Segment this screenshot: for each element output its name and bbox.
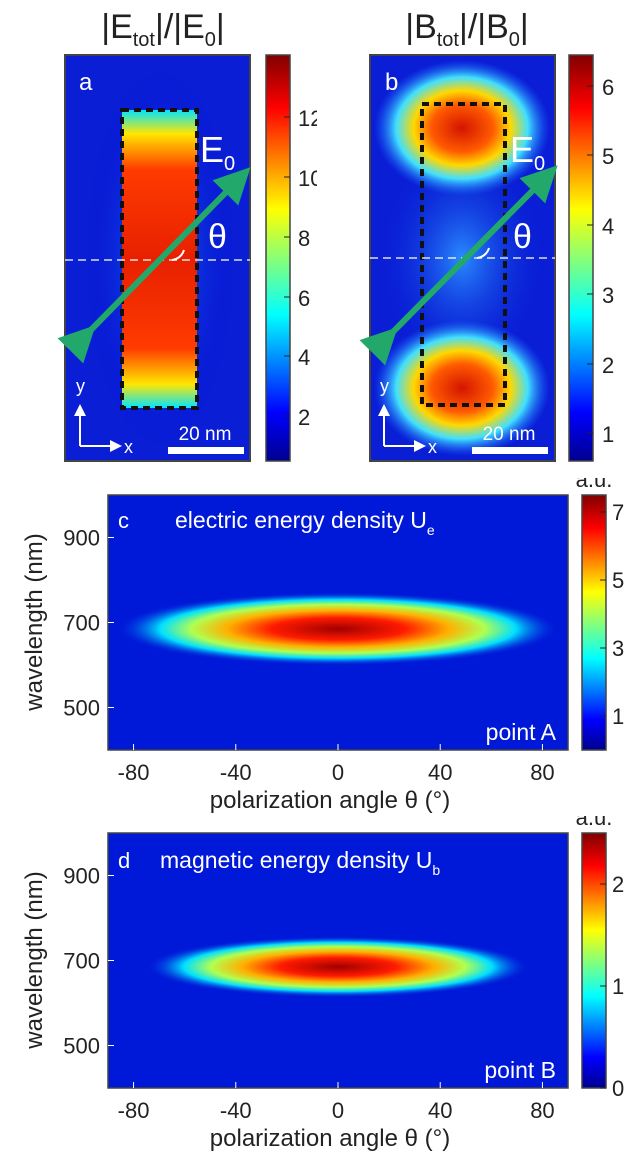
heatmap-d-xlabel: polarization angle θ (°) [210,1125,450,1152]
heatmap-d-cb-tick-label: 2 [612,872,624,897]
panel-a-cb-tick-2: 10 [298,166,317,191]
panel-b-cb-tick-1: 6 [602,75,614,100]
heatmap-d-ylabel: wavelength (nm) [21,871,48,1049]
heatmap-d-axes: -80 -40 0 40 80 500 700 900 [63,864,554,1124]
heatmap-d-colorbar-ticks: 2 1 0 [600,872,624,1101]
heatmap-c-colorbar-ticks: 7 5 3 1 [600,500,624,729]
panel-a-svg: |Etot|/|E0| E0 θ a y x 20 nm 12 10 8 [57,8,322,462]
heatmap-d-cb-tick-label: 0 [612,1076,624,1101]
panel-b-colorbar [568,54,594,462]
panel-a: |Etot|/|E0| E0 θ a y x 20 nm 12 10 8 [0,0,322,470]
heatmap-c-cb-tick-label: 5 [612,568,624,593]
panel-b-title: |Btot|/|B0| [405,8,529,51]
heatmap-d-colorbar-label: a.u. [576,816,613,830]
panel-a-letter: a [79,69,93,96]
panel-a-rod-outline [120,108,199,410]
heatmap-c-xlabel: polarization angle θ (°) [210,787,450,814]
panel-a-cb-tick-3: 8 [298,226,310,251]
heatmap-c-ytick-label: 700 [63,611,100,636]
panel-b-cb-tick-2: 5 [602,144,614,169]
heatmap-c-colorbar [581,494,607,751]
heatmap-d-ytick-label: 700 [63,949,100,974]
panel-b-x-label: x [428,437,437,457]
heatmap-c-ylabel: wavelength (nm) [21,533,48,711]
heatmap-d-ytick-label: 500 [63,1034,100,1059]
heatmap-c-cb-tick-label: 7 [612,500,624,525]
panel-b-field-label: E0 [510,129,545,175]
heatmap-d-colorbar [581,832,607,1089]
heatmap-c-xtick-label: 40 [428,760,452,785]
heatmap-c-xtick-label: 80 [530,760,554,785]
panel-a-cb-tick-4: 6 [298,286,310,311]
panel-a-colorbar-ticks [284,116,290,417]
heatmap-d-xtick-label: 40 [428,1098,452,1123]
panel-a-cb-tick-5: 4 [298,345,310,370]
panel-b-top-lobe [374,60,550,196]
panel-a-scale-label: 20 nm [179,424,232,445]
panel-b-scale-bar [472,447,548,454]
heatmap-d-panel-letter: d [118,848,130,873]
panel-b: |Btot|/|B0| E0 θ b y x 20 nm 6 5 4 3 2 [317,0,634,470]
panel-b-cb-tick-4: 3 [602,283,614,308]
heatmap-c-ytick-label: 900 [63,526,100,551]
panel-b-colorbar-ticks [587,85,593,434]
panel-a-colorbar [265,54,291,462]
panel-b-svg: |Btot|/|B0| E0 θ b y x 20 nm 6 5 4 3 2 [359,8,614,462]
heatmap-d-ytick-label: 900 [63,864,100,889]
panel-a-y-label: y [76,376,85,396]
heatmap-c-cb-tick-label: 1 [612,704,624,729]
panel-d: d magnetic energy density Ub point B -80… [0,805,634,1153]
heatmap-c-annotation: point A [486,719,557,745]
panel-a-field-label: E0 [200,129,235,175]
heatmap-d-xtick-label: 80 [530,1098,554,1123]
panel-b-cb-tick-3: 4 [602,214,614,239]
heatmap-d-xtick-label: 0 [332,1098,344,1123]
heatmap-c-panel-letter: c [118,508,129,533]
heatmap-c-ytick-label: 500 [63,696,100,721]
panel-b-letter: b [385,69,398,96]
heatmap-c-title: electric energy density Ue [175,507,435,538]
panel-a-cb-tick-1: 12 [298,106,317,131]
heatmap-c-xtick-label: 0 [332,760,344,785]
heatmap-d-title: magnetic energy density Ub [160,847,440,878]
panel-b-cb-tick-5: 2 [602,353,614,378]
heatmap-c-axes: -80 -40 0 40 80 500 700 900 [63,526,554,786]
panel-b-polarization-arrow [359,165,558,366]
heatmap-d-xtick-label: -80 [118,1098,150,1123]
heatmap-d-cb-tick-label: 1 [612,974,624,999]
panel-b-cb-tick-6: 1 [602,422,614,447]
heatmap-d-xtick-label: -40 [220,1098,252,1123]
panel-b-angle-label: θ [513,218,532,256]
heatmap-c-peak [115,592,561,666]
panel-c: c electric energy density Ue point A -80… [0,467,634,816]
heatmap-d-svg: d magnetic energy density Ub point B -80… [21,805,624,1152]
heatmap-c-xtick-label: -40 [220,760,252,785]
heatmap-c-colorbar-label: a.u. [576,478,613,492]
panel-a-title: |Etot|/|E0| [101,8,225,51]
heatmap-d-peak [145,936,531,998]
panel-a-scale-bar [168,447,244,454]
panel-a-polarization-arrow [57,167,251,364]
panel-a-x-label: x [124,437,133,457]
panel-b-scale-label: 20 nm [483,424,536,445]
heatmap-c-xtick-label: -80 [118,760,150,785]
panel-b-y-label: y [380,376,389,396]
heatmap-c-svg: c electric energy density Ue point A -80… [21,467,624,814]
panel-a-cb-tick-6: 2 [298,405,310,430]
heatmap-d-annotation: point B [484,1057,556,1083]
panel-a-angle-label: θ [208,218,227,256]
heatmap-c-cb-tick-label: 3 [612,636,624,661]
